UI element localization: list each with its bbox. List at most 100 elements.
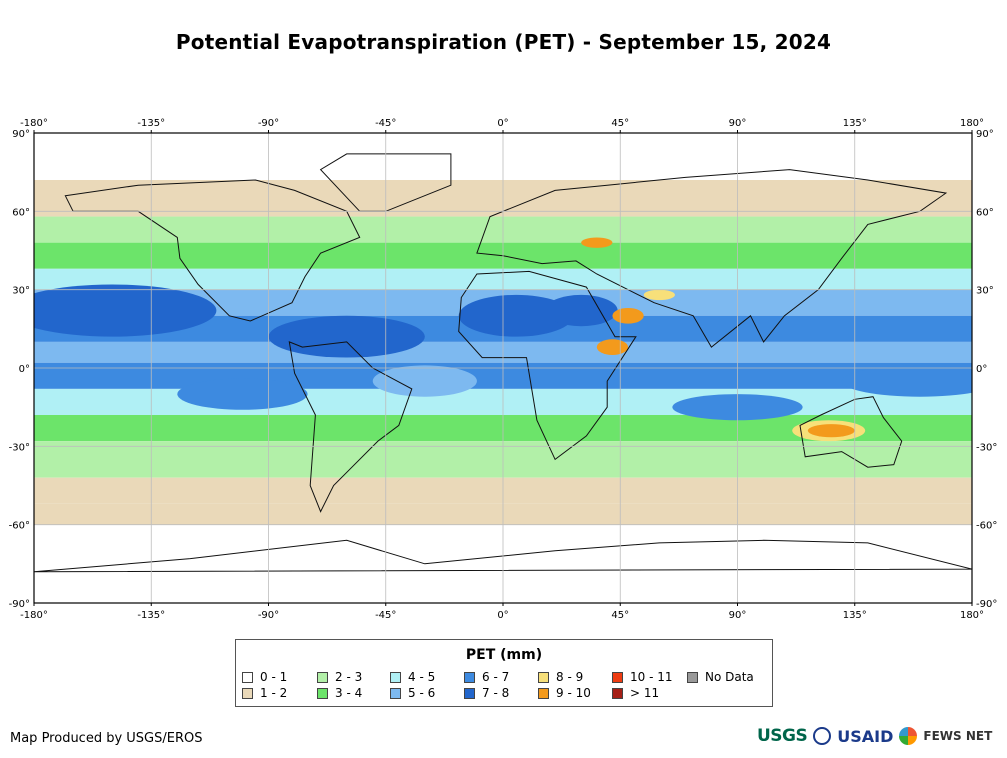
lat-tick-label: 0° bbox=[19, 364, 30, 375]
lat-tick-label: -30° bbox=[976, 442, 997, 453]
lon-tick-label: -45° bbox=[375, 118, 396, 129]
lat-labels-left: 90° 60° 30° 0° -30° -60° -90° bbox=[9, 129, 30, 610]
legend-item: 7 - 8 bbox=[464, 686, 509, 700]
legend-swatch bbox=[317, 671, 328, 683]
legend-title: PET (mm) bbox=[465, 647, 543, 663]
map-title: Potential Evapotranspiration (PET) - Sep… bbox=[175, 30, 832, 54]
lat-tick-label: -90° bbox=[9, 599, 30, 610]
legend-item: 2 - 3 bbox=[317, 670, 362, 684]
pet-patch bbox=[596, 339, 629, 355]
lon-tick-label: -180° bbox=[20, 610, 48, 621]
lon-tick-label: 90° bbox=[729, 610, 747, 621]
legend-swatch bbox=[538, 671, 549, 683]
lat-tick-label: -60° bbox=[9, 521, 30, 532]
legend-item: 8 - 9 bbox=[538, 670, 583, 684]
legend-label: 2 - 3 bbox=[335, 670, 363, 684]
pet-patch bbox=[34, 284, 217, 337]
legend-swatch bbox=[242, 687, 253, 699]
lat-tick-label: -30° bbox=[9, 442, 30, 453]
land-outline bbox=[458, 270, 637, 461]
pet-patch bbox=[372, 365, 477, 397]
legend: PET (mm) 0 - 1 1 - 2 2 - 3 3 - 4 4 - 5 5 - 6 6… bbox=[235, 639, 773, 707]
pet-patch bbox=[268, 315, 425, 358]
legend-swatch bbox=[390, 671, 401, 683]
legend-swatch bbox=[612, 671, 623, 683]
legend-label: 4 - 5 bbox=[408, 670, 436, 684]
lon-labels-bottom: -180° -135° -90° -45° 0° 45° 90° 135° 180° bbox=[20, 603, 984, 621]
legend-item: 3 - 4 bbox=[317, 686, 362, 700]
lat-tick-label: 30° bbox=[976, 286, 994, 297]
pet-patch bbox=[581, 237, 613, 248]
lon-tick-label: -90° bbox=[258, 118, 279, 129]
lon-tick-label: -180° bbox=[20, 118, 48, 129]
legend-item: 5 - 6 bbox=[390, 686, 435, 700]
land-outline bbox=[476, 169, 948, 348]
legend-swatch bbox=[317, 687, 328, 699]
legend-item: 1 - 2 bbox=[242, 686, 287, 700]
legend-swatch bbox=[538, 687, 549, 699]
land-outline bbox=[799, 396, 903, 468]
fews-globe-icon bbox=[899, 727, 918, 745]
lon-tick-label: -135° bbox=[137, 610, 165, 621]
lat-labels-right: 90° 60° 30° 0° -30° -60° -90° bbox=[976, 129, 997, 610]
legend-label: No Data bbox=[705, 670, 754, 684]
legend-item: > 11 bbox=[612, 686, 659, 700]
pet-patch bbox=[458, 294, 574, 337]
legend-item: 10 - 11 bbox=[612, 670, 673, 684]
lon-tick-label: 90° bbox=[729, 118, 747, 129]
lat-tick-label: -90° bbox=[976, 599, 997, 610]
land-outline bbox=[64, 179, 361, 322]
partner-logos: USGS USAID FEWS NET bbox=[757, 726, 992, 746]
legend-label: 7 - 8 bbox=[482, 686, 510, 700]
pet-patch bbox=[612, 307, 644, 324]
usaid-logo: USAID bbox=[837, 726, 894, 746]
lat-tick-label: 90° bbox=[976, 129, 994, 140]
lon-tick-label: 0° bbox=[497, 118, 508, 129]
lon-tick-label: 180° bbox=[960, 610, 984, 621]
legend-item: 4 - 5 bbox=[390, 670, 435, 684]
legend-label: 8 - 9 bbox=[556, 670, 584, 684]
legend-item: No Data bbox=[687, 670, 754, 684]
lon-tick-label: -135° bbox=[137, 118, 165, 129]
graticule bbox=[34, 133, 972, 603]
legend-label: 1 - 2 bbox=[260, 686, 288, 700]
pet-patch bbox=[643, 289, 675, 301]
lon-tick-label: -90° bbox=[258, 610, 279, 621]
lat-tick-label: 0° bbox=[976, 364, 987, 375]
legend-label: 10 - 11 bbox=[630, 670, 673, 684]
legend-swatch bbox=[242, 671, 253, 683]
lat-tick-label: 30° bbox=[12, 286, 30, 297]
legend-label: 6 - 7 bbox=[482, 670, 510, 684]
lon-tick-label: 135° bbox=[843, 610, 867, 621]
legend-swatch bbox=[612, 687, 623, 699]
lon-labels-top: -180° -135° -90° -45° 0° 45° 90° 135° 180° bbox=[20, 118, 984, 133]
lon-tick-label: 45° bbox=[611, 610, 629, 621]
legend-label: 5 - 6 bbox=[408, 686, 436, 700]
legend-label: 0 - 1 bbox=[260, 670, 288, 684]
lon-tick-label: -45° bbox=[375, 610, 396, 621]
lat-tick-label: 90° bbox=[12, 129, 30, 140]
lon-tick-label: 45° bbox=[611, 118, 629, 129]
land-outline bbox=[288, 341, 413, 513]
usaid-seal-icon bbox=[813, 727, 832, 745]
legend-swatch bbox=[390, 687, 401, 699]
pet-patch bbox=[841, 365, 972, 397]
lat-tick-label: 60° bbox=[976, 207, 994, 218]
legend-item: 0 - 1 bbox=[242, 670, 287, 684]
pet-map: -180° -135° -90° -45° 0° 45° 90° 135° 180° -180°… bbox=[9, 118, 998, 621]
credit-text: Map Produced by USGS/EROS bbox=[10, 731, 203, 746]
pet-patch bbox=[807, 424, 855, 438]
lon-tick-label: 0° bbox=[497, 610, 508, 621]
legend-swatch bbox=[464, 671, 475, 683]
legend-label: 3 - 4 bbox=[335, 686, 363, 700]
lat-tick-label: 60° bbox=[12, 207, 30, 218]
lon-tick-label: 180° bbox=[960, 118, 984, 129]
legend-swatch bbox=[464, 687, 475, 699]
lon-tick-label: 135° bbox=[843, 118, 867, 129]
legend-item: 9 - 10 bbox=[538, 686, 591, 700]
legend-swatch bbox=[687, 671, 698, 683]
lat-tick-label: -60° bbox=[976, 521, 997, 532]
pet-patch bbox=[544, 294, 618, 327]
legend-label: 9 - 10 bbox=[556, 686, 591, 700]
pet-patch bbox=[177, 378, 308, 410]
